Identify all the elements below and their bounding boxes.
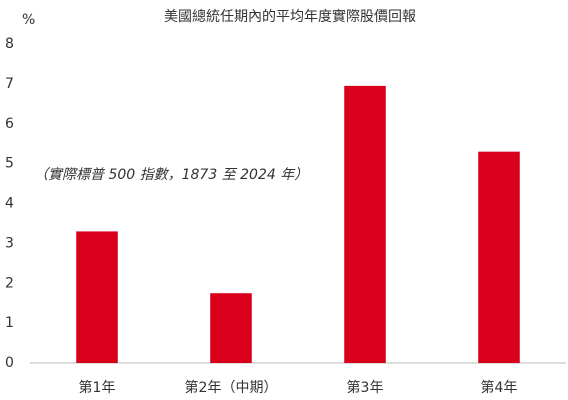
- bar: [76, 231, 118, 363]
- chart-title: 美國總統任期內的平均年度實際股價回報: [164, 8, 416, 25]
- y-tick-label: 3: [5, 235, 14, 251]
- y-tick-label: 2: [5, 275, 14, 291]
- y-axis-label: %: [22, 12, 35, 28]
- y-tick-label: 0: [5, 355, 14, 371]
- x-tick-label: 第1年: [79, 379, 116, 396]
- x-tick-label: 第3年: [347, 379, 384, 396]
- bar: [210, 293, 252, 363]
- x-tick-label: 第4年: [481, 379, 518, 396]
- y-tick-label: 5: [5, 156, 14, 172]
- y-tick-label: 6: [5, 116, 14, 132]
- bar: [478, 151, 520, 363]
- y-tick-label: 7: [5, 76, 14, 92]
- y-tick-label: 1: [5, 315, 14, 331]
- bar: [344, 85, 386, 364]
- x-tick-label: 第2年（中期）: [185, 379, 278, 396]
- y-tick-label: 4: [5, 196, 14, 212]
- y-tick-label: 8: [5, 36, 14, 52]
- annotation: （實際標普 500 指數，1873 至 2024 年）: [34, 167, 308, 183]
